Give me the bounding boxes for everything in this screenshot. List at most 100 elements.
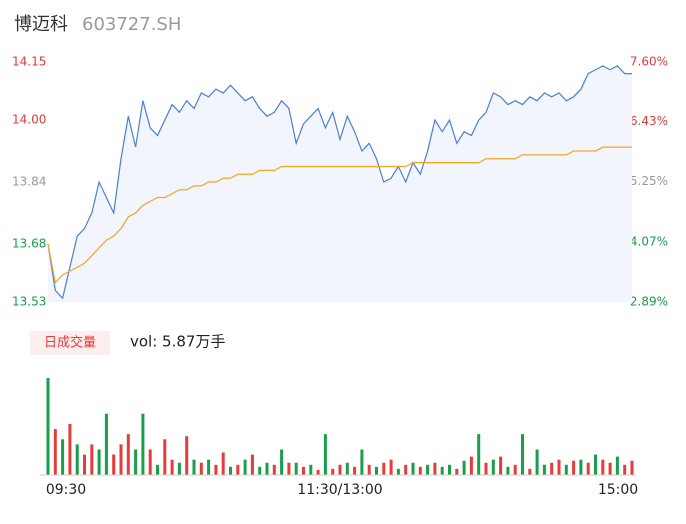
volume-bar (513, 464, 517, 475)
volume-bar (499, 456, 503, 475)
volume-bar (411, 462, 415, 475)
volume-bar (287, 462, 291, 475)
x-tick-label: 09:30 (46, 482, 86, 498)
volume-bar (75, 444, 79, 475)
volume-bar (462, 460, 466, 475)
volume-bar (433, 462, 437, 475)
x-tick-label: 15:00 (598, 482, 638, 498)
volume-bar (375, 466, 378, 475)
volume-bar (521, 434, 524, 475)
volume-bar (214, 464, 218, 475)
volume-bar (484, 462, 488, 475)
volume-bar (68, 423, 72, 475)
y2-tick-label: 2.89% (630, 295, 668, 309)
volume-bar (608, 462, 612, 475)
volume-bar (367, 464, 371, 475)
volume-bar (192, 459, 196, 475)
volume-bar (506, 466, 510, 475)
volume-bar (61, 439, 65, 475)
volume-bar (265, 462, 269, 475)
stock-name: 博迈科 (14, 14, 68, 35)
y-tick-label: 13.68 (12, 236, 46, 250)
x-tick-label: 11:30/13:00 (297, 482, 382, 498)
volume-bar (448, 464, 451, 475)
volume-bar (236, 464, 240, 475)
volume-bar (535, 449, 539, 475)
volume-bar (323, 434, 327, 475)
volume-bar (564, 464, 568, 475)
volume-bar (163, 439, 167, 475)
volume-bar (302, 466, 305, 475)
volume-bar (426, 464, 430, 475)
volume-bar (280, 449, 284, 475)
volume-bar (112, 454, 116, 475)
volume-bar (586, 462, 590, 475)
stock-code: 603727.SH (82, 14, 181, 35)
volume-bar (550, 462, 554, 475)
volume-bar (345, 462, 349, 475)
volume-bar (396, 468, 400, 475)
average-line (47, 146, 632, 284)
volume-bar (353, 466, 357, 475)
volume-bar (469, 456, 473, 475)
y2-tick-label: 5.25% (630, 174, 668, 188)
volume-bar (630, 460, 634, 475)
y-tick-label: 14.00 (12, 113, 46, 127)
volume-bar (156, 464, 159, 475)
volume-bar (418, 466, 422, 475)
volume-bar (229, 466, 232, 475)
volume-bar (243, 459, 247, 475)
volume-bar (119, 444, 123, 475)
volume-bar (199, 462, 203, 475)
volume-bar (53, 429, 57, 475)
volume-bar (601, 459, 605, 475)
volume-bar (309, 464, 313, 475)
volume-title[interactable]: 日成交量 (44, 335, 96, 351)
volume-bar (272, 464, 276, 475)
y2-tick-label: 7.60% (630, 55, 668, 69)
y2-tick-label: 4.07% (630, 234, 668, 248)
volume-bar (360, 449, 364, 475)
volume-bar (542, 464, 546, 475)
volume-bar (389, 459, 393, 475)
volume-bar (97, 449, 101, 475)
volume-bar (46, 378, 50, 475)
volume-bar (382, 462, 386, 475)
volume-bar (455, 468, 459, 475)
volume-bar (623, 464, 627, 475)
volume-bar (221, 452, 225, 475)
volume-tab[interactable] (30, 331, 110, 355)
volume-bar (615, 456, 619, 475)
volume-bar (148, 449, 152, 475)
volume-bar (170, 459, 174, 475)
volume-bar (316, 469, 320, 475)
volume-bar (207, 459, 211, 475)
volume-bar (141, 413, 145, 475)
volume-bar (134, 449, 138, 475)
volume-bar (185, 436, 189, 475)
volume-bar (572, 460, 576, 475)
volume-bar (338, 464, 342, 475)
volume-bar (104, 413, 108, 475)
volume-bar (90, 444, 94, 475)
volume-bar (491, 459, 495, 475)
volume-bar (404, 464, 408, 475)
volume-bar (126, 434, 130, 475)
volume-bar (440, 466, 444, 475)
volume-bar (477, 434, 481, 475)
price-area (48, 65, 632, 302)
volume-bar (294, 462, 298, 475)
y-tick-label: 13.84 (12, 175, 46, 189)
volume-bar (594, 454, 597, 475)
price-line (47, 65, 632, 300)
volume-bar (331, 468, 335, 475)
volume-bar (250, 454, 254, 475)
volume-bar (557, 459, 561, 475)
volume-label: vol: 5.87万手 (130, 333, 225, 351)
y2-tick-label: 6.43% (630, 114, 668, 128)
volume-bar (177, 462, 181, 475)
y-tick-label: 14.15 (12, 55, 46, 69)
volume-bar (83, 454, 86, 475)
